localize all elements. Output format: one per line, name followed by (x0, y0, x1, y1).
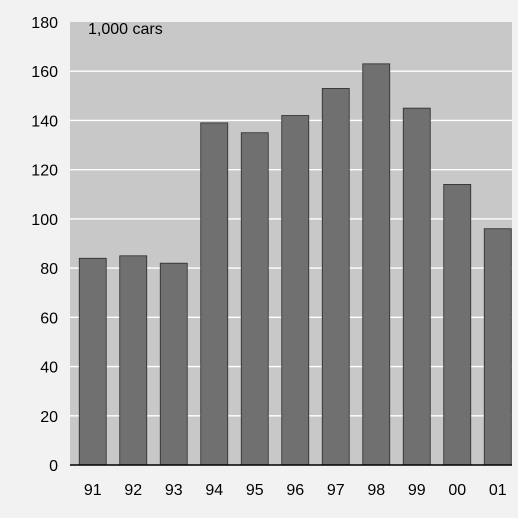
y-tick-label: 80 (40, 261, 58, 278)
y-tick-label: 60 (40, 310, 58, 327)
y-tick-label: 120 (31, 163, 58, 180)
y-tick-label: 160 (31, 64, 58, 81)
bar-93 (159, 262, 188, 466)
y-tick-label: 20 (40, 409, 58, 426)
x-tick-label: 98 (367, 482, 385, 499)
bar-91 (78, 257, 107, 466)
x-tick-label: 95 (246, 482, 264, 499)
y-tick-label: 0 (49, 458, 58, 475)
bar-96 (281, 115, 310, 466)
x-tick-label: 93 (165, 482, 183, 499)
x-tick-label: 91 (84, 482, 102, 499)
y-tick-label: 180 (31, 15, 58, 32)
x-tick-label: 00 (448, 482, 466, 499)
x-tick-label: 94 (205, 482, 223, 499)
x-tick-label: 97 (327, 482, 345, 499)
x-tick-label: 96 (286, 482, 304, 499)
y-tick-label: 140 (31, 113, 58, 130)
bar-00 (443, 184, 472, 466)
x-tick-label: 92 (124, 482, 142, 499)
bar-94 (200, 122, 229, 466)
unit-label: 1,000 cars (88, 21, 163, 38)
y-tick-label: 100 (31, 212, 58, 229)
x-tick-label: 01 (489, 482, 507, 499)
bar-97 (321, 88, 350, 466)
x-axis-tick-labels: 91 92 93 94 95 96 97 98 99 00 01 (84, 482, 507, 499)
bar-95 (240, 132, 269, 466)
x-tick-label: 99 (408, 482, 426, 499)
bar-01 (483, 228, 512, 466)
y-axis-tick-labels: 0 20 40 60 80 100 120 140 160 180 (31, 15, 58, 475)
bar-92 (119, 255, 148, 466)
bar-98 (362, 63, 391, 466)
y-tick-label: 40 (40, 360, 58, 377)
bar-99 (402, 107, 431, 466)
bars (78, 63, 512, 466)
